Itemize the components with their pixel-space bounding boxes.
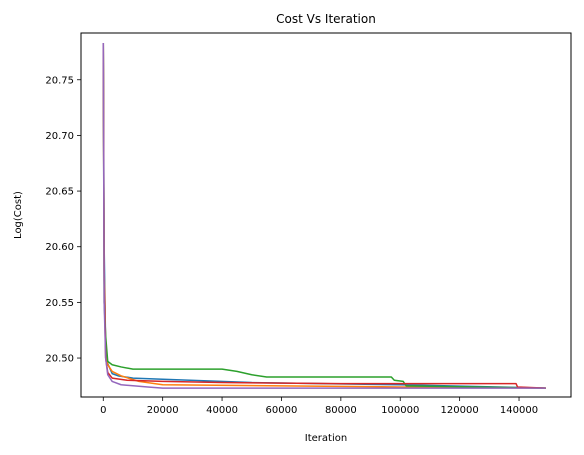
x-tick-label: 20000 [147,405,179,416]
chart-title: Cost Vs Iteration [276,12,376,26]
series-line-1 [102,43,546,389]
series-lines [102,43,546,389]
y-tick-label: 20.60 [45,242,74,253]
x-tick-label: 100000 [381,405,419,416]
x-axis-ticks: 0 20000 40000 60000 80000 100000 120000 140000 [100,397,538,416]
series-line-3 [102,43,546,389]
y-axis-ticks: 20.50 20.55 20.60 20.65 20.70 20.75 [45,75,81,365]
series-line-5 [102,43,546,389]
y-tick-label: 20.70 [45,131,74,142]
x-tick-label: 120000 [441,405,479,416]
series-line-2 [102,43,546,389]
x-tick-label: 40000 [206,405,238,416]
x-tick-label: 80000 [325,405,357,416]
y-tick-label: 20.55 [45,298,74,309]
plot-frame [80,32,572,398]
y-axis-label: Log(Cost) [13,191,24,239]
x-tick-label: 60000 [266,405,298,416]
x-tick-label: 0 [100,405,106,416]
y-tick-label: 20.50 [45,354,74,365]
y-tick-label: 20.65 [45,187,74,198]
series-line-4 [102,43,546,389]
x-axis-label: Iteration [305,433,347,444]
x-tick-label: 140000 [500,405,538,416]
y-tick-label: 20.75 [45,75,74,86]
